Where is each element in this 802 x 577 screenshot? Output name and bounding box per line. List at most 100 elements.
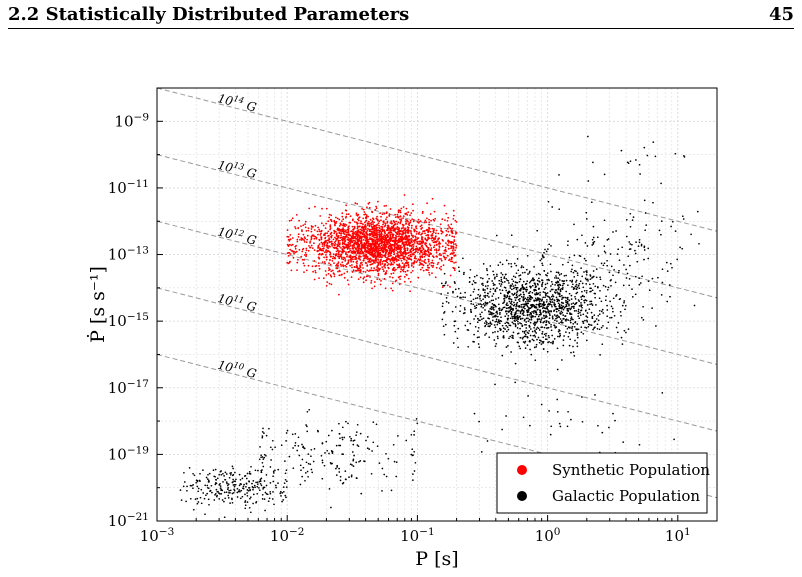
data-point [195,481,198,484]
data-point [445,256,447,259]
data-point [342,224,344,227]
data-point [402,241,404,244]
data-point [263,456,266,459]
data-point [558,309,560,312]
data-point [249,473,252,475]
b-field-label: 1010 G [216,356,258,381]
data-point [377,253,379,256]
data-point [515,288,518,291]
data-point [499,261,502,264]
data-point [297,233,300,236]
data-point [382,254,384,257]
data-point [620,149,623,152]
data-point [411,262,413,265]
data-point [415,250,417,253]
data-point [269,466,272,468]
data-point [408,244,411,247]
data-point [305,230,308,232]
data-point [459,296,461,299]
data-point [379,255,382,257]
data-point [498,322,501,325]
data-point [389,234,392,237]
data-point [528,272,531,274]
data-point [262,486,265,489]
data-point [570,294,573,297]
data-point [376,215,378,218]
data-point [363,235,366,238]
data-point [231,465,234,468]
data-point [349,258,352,261]
data-point [324,262,326,265]
data-point [454,288,457,291]
data-point [632,216,635,218]
data-point [550,245,552,247]
data-point [453,214,455,217]
data-point [525,323,527,326]
data-point [318,228,320,231]
data-point [231,474,234,477]
data-point [403,264,406,267]
data-point [387,457,390,460]
data-point [444,252,446,255]
data-point [565,318,568,321]
data-point [428,237,431,240]
data-point [360,248,362,251]
data-point [404,255,407,257]
data-point [529,290,532,293]
data-point [535,292,538,294]
data-point [355,264,358,267]
data-point [450,258,453,260]
data-point [353,231,355,234]
data-point [524,300,527,303]
data-point [313,278,316,281]
data-point [527,299,530,301]
data-point [398,263,401,266]
data-point [337,235,340,238]
data-point [362,235,365,238]
data-point [512,246,514,248]
data-point [557,281,560,283]
data-point [502,306,505,309]
data-point [431,272,433,274]
data-point [413,430,416,433]
data-point [440,227,443,230]
data-point [457,266,460,269]
data-point [330,506,332,509]
data-point [463,312,466,314]
b-field-lines [157,88,717,499]
data-point [479,297,481,300]
data-point [375,236,378,239]
data-point [419,247,422,250]
data-point [402,243,405,246]
data-point [405,273,408,276]
data-point [430,249,432,252]
data-point [401,251,404,254]
data-point [217,490,219,493]
data-point [490,323,493,325]
data-point [343,236,346,238]
data-point [493,339,496,341]
data-point [520,266,523,269]
data-point [339,239,341,242]
data-point [354,202,357,205]
data-point [566,297,569,299]
data-point [373,285,376,288]
data-point [365,279,367,282]
data-point [452,209,455,212]
data-point [477,343,480,345]
data-point [494,276,496,279]
data-point [325,274,328,276]
data-point [556,347,559,350]
data-point [553,310,555,312]
data-point [578,317,581,320]
data-point [590,201,593,204]
data-point [555,317,557,320]
data-point [228,489,230,492]
data-point [355,232,358,235]
data-point [450,223,453,226]
data-point [282,499,285,501]
data-point [342,258,345,261]
data-point [629,212,632,215]
data-point [521,286,524,289]
data-point [415,236,417,239]
